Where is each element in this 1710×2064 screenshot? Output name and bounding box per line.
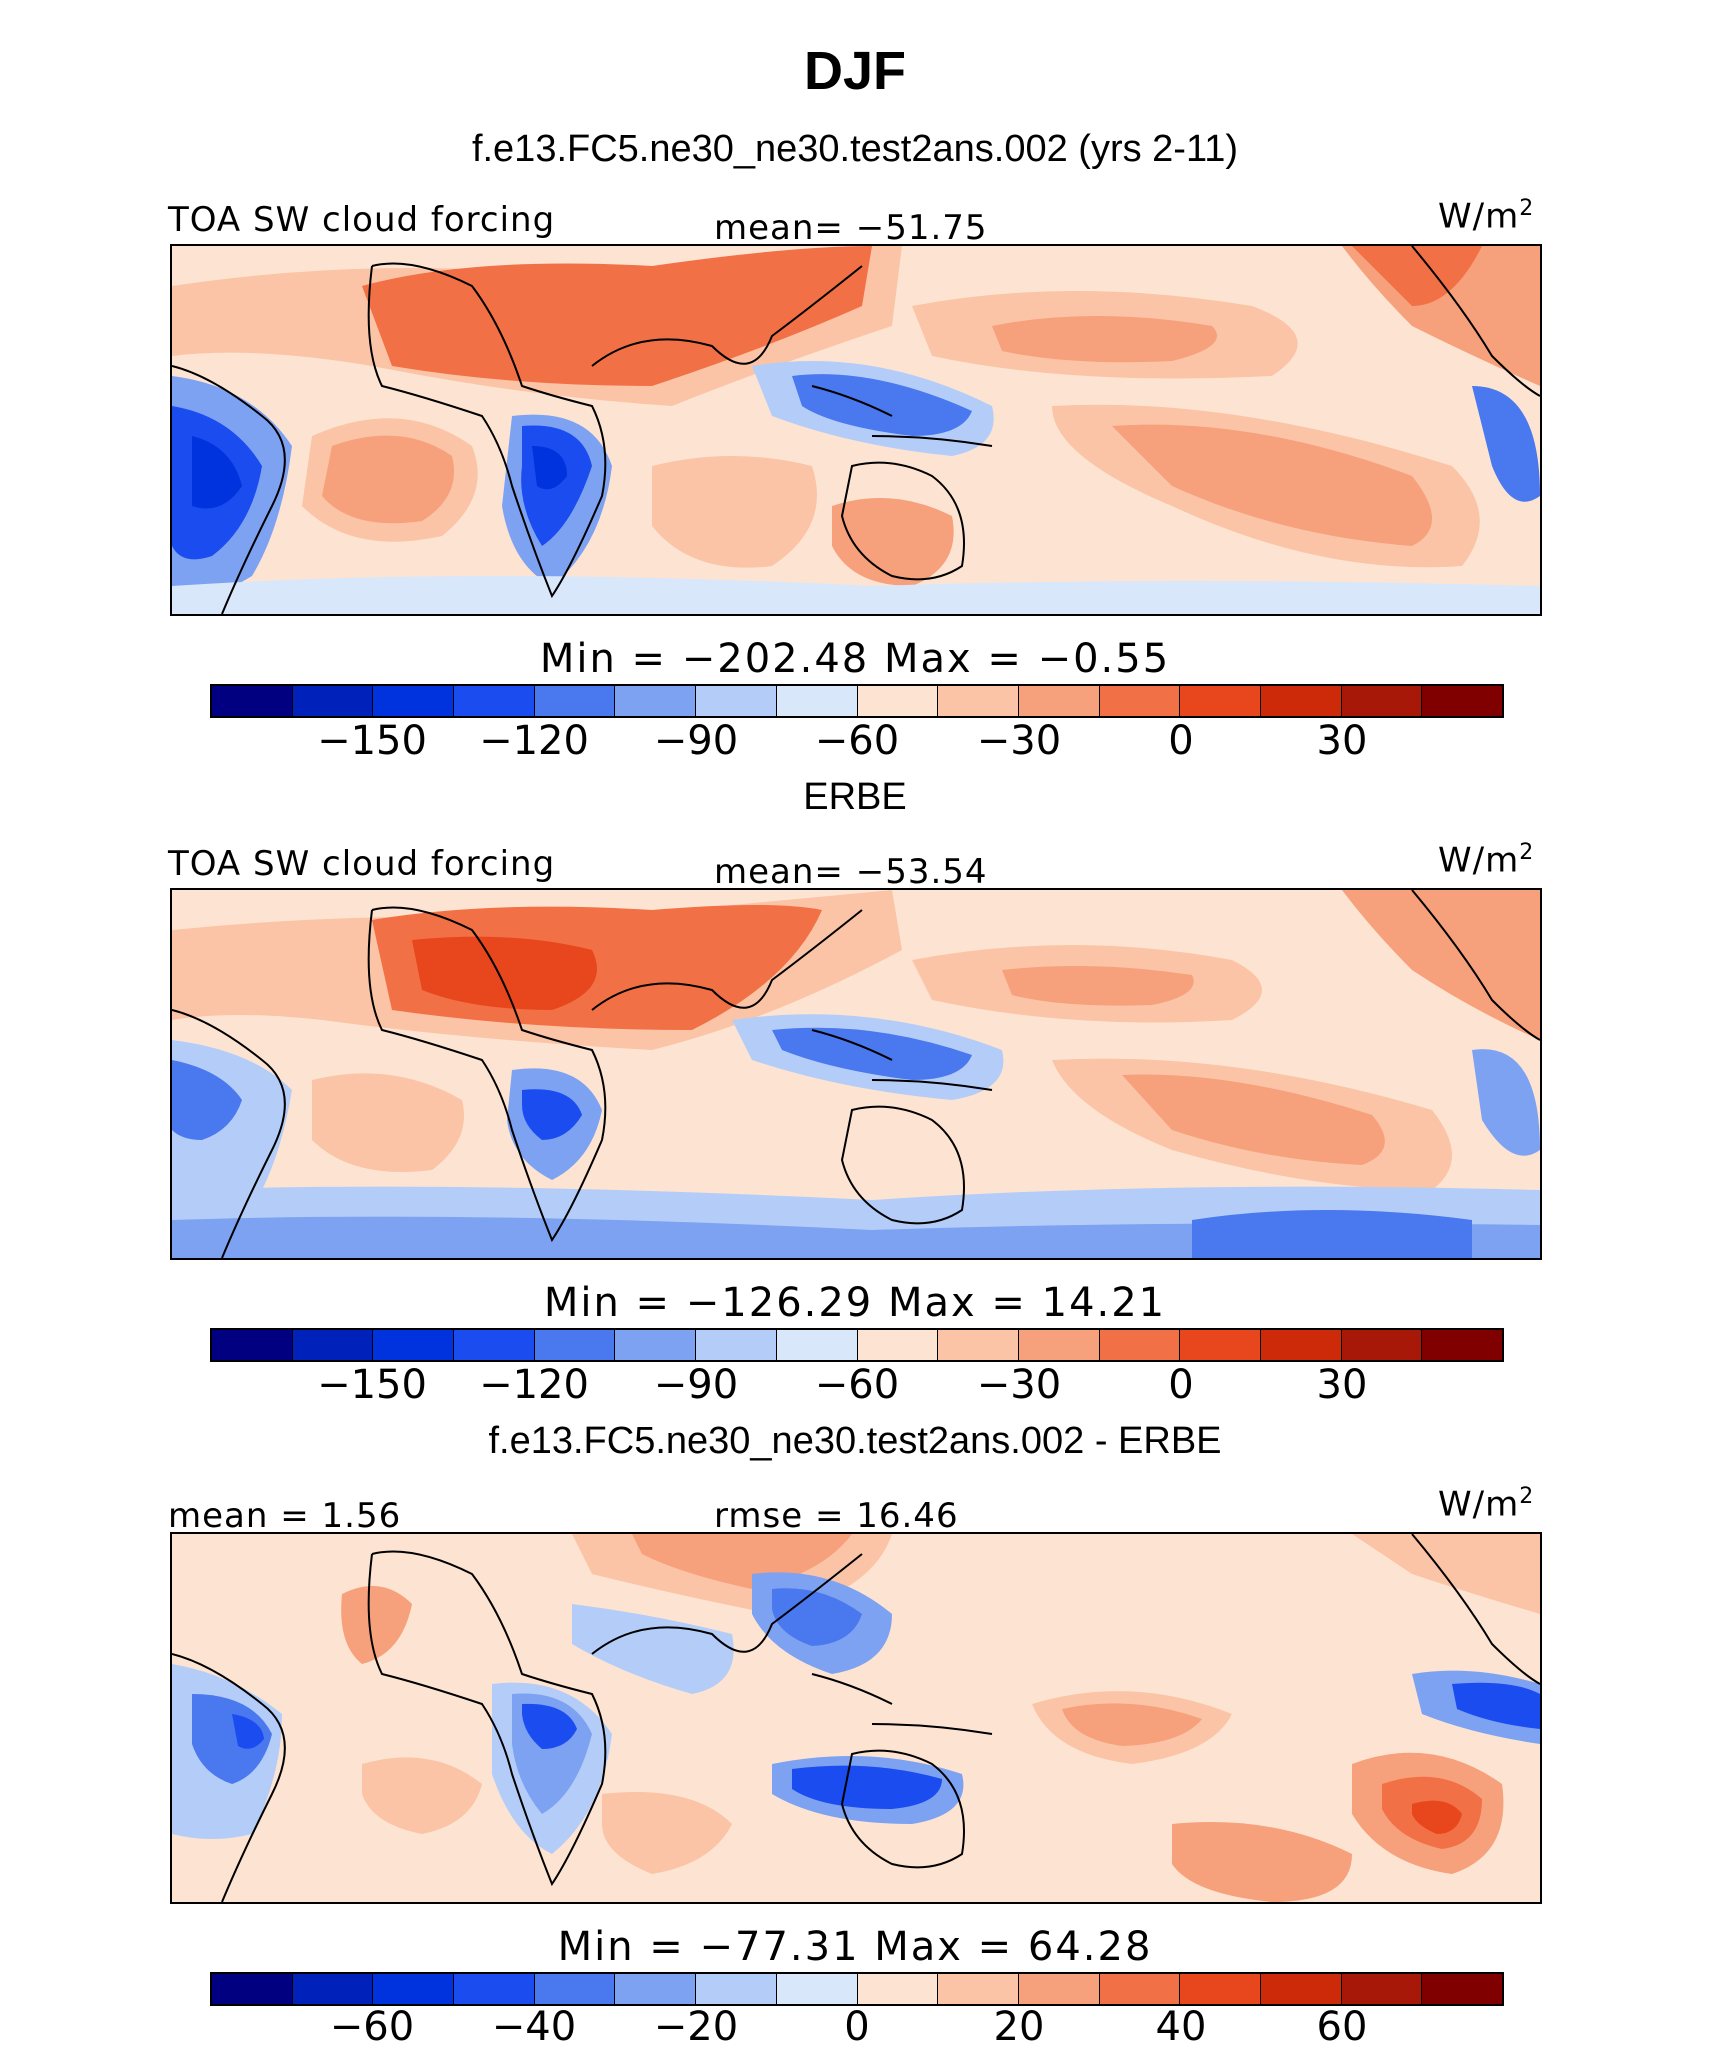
panel3-colorbar-tick: 20: [993, 2004, 1045, 2050]
panel3-rmse-label: rmse = 16.46: [714, 1496, 959, 1536]
panel3-units-label: W/m2: [1438, 1484, 1535, 1525]
panel2-colorbar: [210, 1328, 1504, 1362]
panel2-colorbar-tick: 0: [1168, 1362, 1194, 1408]
panel3-min-max: Min = −77.31 Max = 64.28: [557, 1924, 1153, 1970]
panel2-colorbar-tick: −150: [317, 1362, 427, 1408]
panel1-variable-label: TOA SW cloud forcing: [168, 200, 556, 240]
panel3-contour-map: [170, 1532, 1542, 1904]
panel3-colorbar-tick: −20: [653, 2004, 739, 2050]
panel2-map-svg: [172, 890, 1540, 1258]
panel3-colorbar-tick: 0: [844, 2004, 870, 2050]
panel2-colorbar-tick: 30: [1316, 1362, 1368, 1408]
panel2-colorbar-tick: −90: [653, 1362, 739, 1408]
panel1-colorbar: [210, 684, 1504, 718]
panel2-variable-label: TOA SW cloud forcing: [168, 844, 556, 884]
panel1-colorbar-tick: −30: [976, 718, 1062, 764]
panel3-mean-label: mean = 1.56: [168, 1496, 402, 1536]
panel2-contour-map: [170, 888, 1542, 1260]
panel3-case-title: f.e13.FC5.ne30_ne30.test2ans.002 - ERBE: [488, 1420, 1222, 1462]
panel1-case-title: f.e13.FC5.ne30_ne30.test2ans.002 (yrs 2-…: [471, 128, 1239, 170]
panel3-colorbar-tick: 40: [1155, 2004, 1207, 2050]
panel1-contour-map: [170, 244, 1542, 616]
panel2-colorbar-tick: −30: [976, 1362, 1062, 1408]
panel2-mean-label: mean= −53.54: [714, 852, 988, 892]
panel1-colorbar-tick: −120: [479, 718, 589, 764]
panel3-colorbar-tick: 60: [1316, 2004, 1368, 2050]
panel1-colorbar-tick: 0: [1168, 718, 1194, 764]
panel1-mean-label: mean= −51.75: [714, 208, 988, 248]
panel2-colorbar-tick: −120: [479, 1362, 589, 1408]
panel1-map-svg: [172, 246, 1540, 614]
panel3-colorbar-tick: −60: [329, 2004, 415, 2050]
panel1-colorbar-tick: 30: [1316, 718, 1368, 764]
panel1-colorbar-tick: −60: [814, 718, 900, 764]
panel3-colorbar-tick: −40: [491, 2004, 577, 2050]
panel1-units-label: W/m2: [1438, 196, 1535, 237]
panel2-units-label: W/m2: [1438, 840, 1535, 881]
panel1-colorbar-tick: −90: [653, 718, 739, 764]
panel1-min-max: Min = −202.48 Max = −0.55: [539, 636, 1171, 682]
panel2-min-max: Min = −126.29 Max = 14.21: [543, 1280, 1167, 1326]
panel3-map-svg: [172, 1534, 1540, 1902]
panel2-colorbar-tick: −60: [814, 1362, 900, 1408]
panel2-case-title: ERBE: [803, 776, 907, 818]
panel1-colorbar-tick: −150: [317, 718, 427, 764]
main-title: DJF: [803, 41, 906, 101]
panel3-colorbar: [210, 1972, 1504, 2006]
